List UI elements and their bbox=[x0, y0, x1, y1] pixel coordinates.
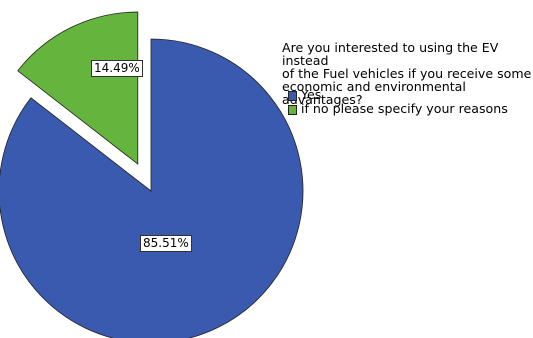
legend-item-no-reasons: if no please specify your reasons bbox=[288, 101, 508, 116]
data-label-yes: 85.51% bbox=[140, 235, 192, 252]
data-label-no-reasons: 14.49% bbox=[91, 60, 143, 77]
legend-swatch-yes bbox=[288, 91, 297, 101]
legend-title: Are you interested to using the EV inste… bbox=[282, 40, 532, 107]
legend-swatch-no-reasons bbox=[288, 105, 297, 115]
legend-label-yes: Yes bbox=[301, 87, 322, 102]
legend-label-no-reasons: if no please specify your reasons bbox=[301, 101, 508, 116]
legend-item-yes: Yes bbox=[288, 87, 322, 102]
pie-slice-no-reasons bbox=[17, 11, 139, 165]
pie-slice-yes bbox=[0, 38, 304, 338]
